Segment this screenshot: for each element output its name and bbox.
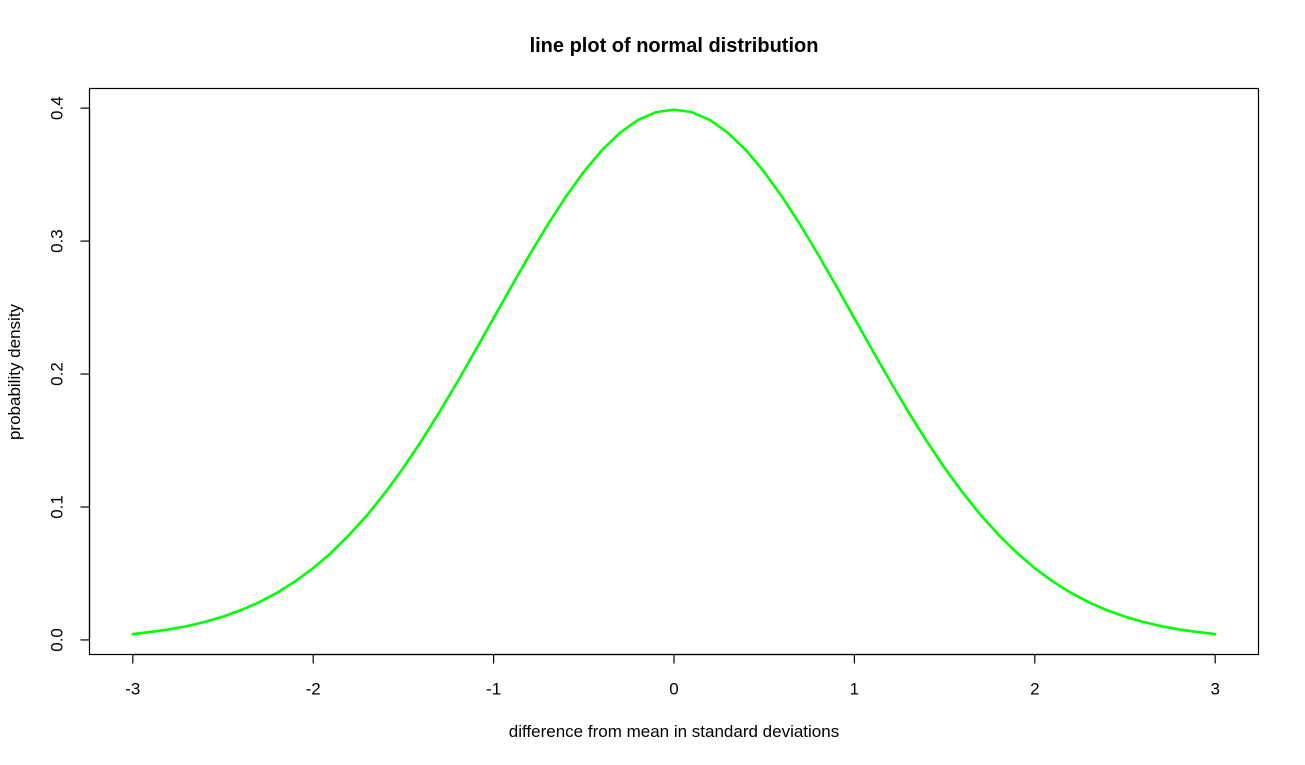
x-axis: -3 -2 -1 0 1 2 3 xyxy=(125,653,1220,699)
x-tick-label: -2 xyxy=(306,680,321,699)
x-tick-label: 0 xyxy=(669,680,678,699)
y-tick-label: 0.0 xyxy=(48,628,67,652)
x-tick-label: 3 xyxy=(1210,680,1219,699)
y-tick-label: 0.4 xyxy=(48,96,67,120)
x-tick-label: -1 xyxy=(486,680,501,699)
y-axis-label: probability density xyxy=(5,303,24,440)
x-tick-label: 2 xyxy=(1030,680,1039,699)
y-tick-label: 0.3 xyxy=(48,229,67,253)
x-tick-label: -3 xyxy=(125,680,140,699)
y-axis: 0.0 0.1 0.2 0.3 0.4 xyxy=(48,96,91,652)
y-tick-label: 0.2 xyxy=(48,362,67,386)
series-line xyxy=(131,108,1217,636)
x-axis-label: difference from mean in standard deviati… xyxy=(509,722,839,741)
plot-area-frame xyxy=(88,87,1260,656)
series-layer xyxy=(131,108,1217,636)
x-tick-label: 1 xyxy=(850,680,859,699)
chart-title: line plot of normal distribution xyxy=(530,35,819,57)
y-tick-label: 0.1 xyxy=(48,495,67,519)
